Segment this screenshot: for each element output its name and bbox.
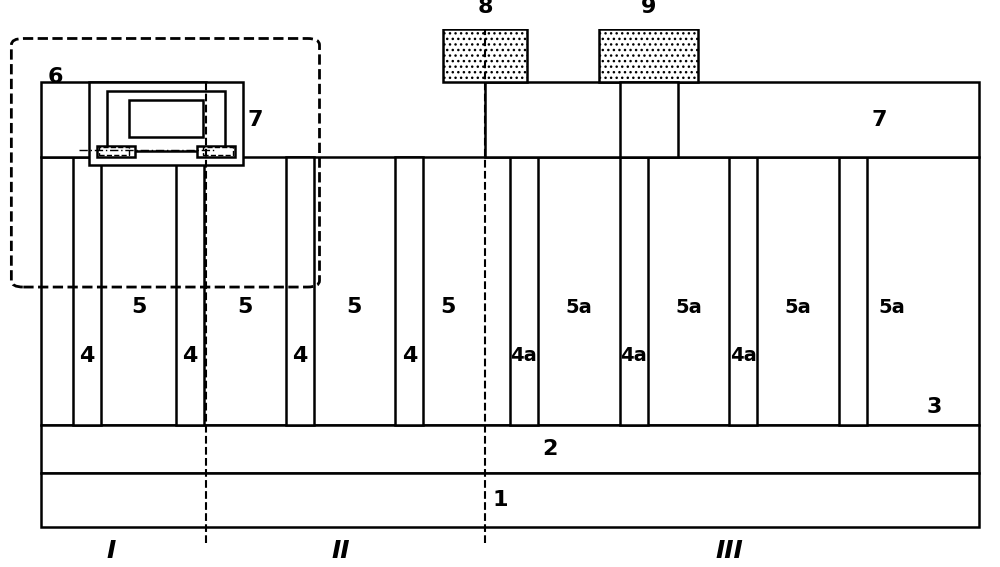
Bar xyxy=(41,473,979,527)
Text: 4a: 4a xyxy=(511,346,537,365)
Text: 4: 4 xyxy=(182,346,198,366)
Text: III: III xyxy=(715,539,743,563)
Bar xyxy=(286,158,314,425)
Bar xyxy=(129,100,203,137)
Text: 2: 2 xyxy=(542,439,558,459)
Bar xyxy=(620,158,648,425)
Text: 5: 5 xyxy=(237,298,252,318)
Bar xyxy=(73,158,101,425)
Text: 4a: 4a xyxy=(620,346,647,365)
Text: 3: 3 xyxy=(926,396,941,417)
Text: 5: 5 xyxy=(440,298,456,318)
Bar xyxy=(395,158,423,425)
Text: 5: 5 xyxy=(131,298,146,318)
Text: 7: 7 xyxy=(871,110,887,130)
Bar xyxy=(99,147,129,155)
Text: 4: 4 xyxy=(402,346,417,366)
Text: 6: 6 xyxy=(47,67,63,87)
Text: 5a: 5a xyxy=(565,298,592,317)
Bar xyxy=(107,91,225,151)
Bar xyxy=(41,82,206,158)
Text: 7: 7 xyxy=(248,110,263,130)
Bar xyxy=(197,146,235,158)
Text: 4: 4 xyxy=(79,346,95,366)
Text: 5a: 5a xyxy=(675,298,702,317)
Text: II: II xyxy=(331,539,350,563)
Bar xyxy=(729,158,757,425)
Text: 9: 9 xyxy=(641,0,656,18)
Bar xyxy=(41,158,979,425)
Bar xyxy=(599,29,698,82)
Bar xyxy=(510,158,538,425)
Bar xyxy=(97,146,135,158)
Bar xyxy=(89,82,243,166)
Bar xyxy=(839,158,867,425)
Bar xyxy=(485,82,979,158)
Text: I: I xyxy=(106,539,116,563)
Bar xyxy=(620,82,678,158)
Text: 5a: 5a xyxy=(785,298,812,317)
Text: 4a: 4a xyxy=(730,346,757,365)
Bar xyxy=(203,147,233,155)
Bar xyxy=(176,158,204,425)
Text: 4: 4 xyxy=(292,346,307,366)
Text: 5: 5 xyxy=(347,298,362,318)
Text: 1: 1 xyxy=(492,490,508,510)
Bar xyxy=(443,29,527,82)
Text: 8: 8 xyxy=(477,0,493,18)
Bar xyxy=(41,425,979,473)
Text: 5a: 5a xyxy=(879,298,905,317)
